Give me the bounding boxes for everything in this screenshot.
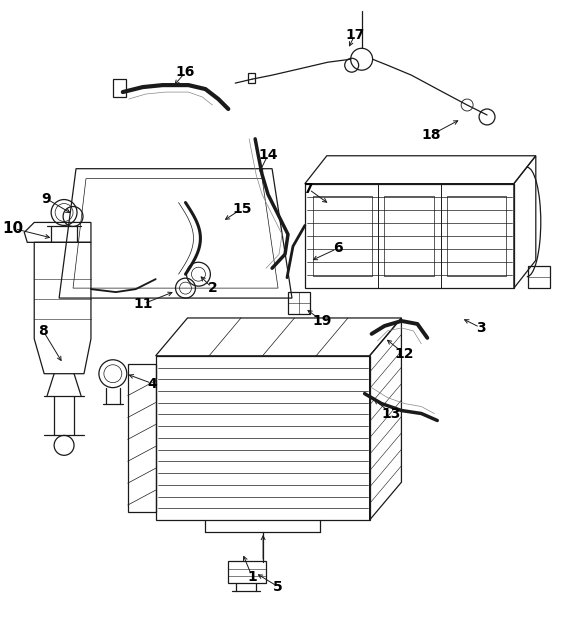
Text: 8: 8 bbox=[39, 324, 48, 338]
Text: 17: 17 bbox=[345, 28, 365, 43]
Text: 14: 14 bbox=[259, 148, 278, 162]
Text: 3: 3 bbox=[476, 321, 486, 335]
Text: 12: 12 bbox=[395, 347, 414, 361]
Text: 6: 6 bbox=[333, 241, 343, 255]
Text: 7: 7 bbox=[303, 182, 313, 195]
Text: 5: 5 bbox=[273, 580, 283, 593]
Text: 9: 9 bbox=[41, 192, 51, 205]
Text: 15: 15 bbox=[233, 202, 252, 215]
Text: 19: 19 bbox=[312, 314, 332, 328]
Text: 16: 16 bbox=[176, 65, 195, 79]
Text: 10: 10 bbox=[3, 221, 24, 236]
Text: 4: 4 bbox=[148, 377, 157, 391]
Text: 11: 11 bbox=[133, 297, 153, 311]
Text: 18: 18 bbox=[422, 128, 441, 142]
Text: 2: 2 bbox=[207, 281, 217, 295]
Text: 13: 13 bbox=[382, 406, 401, 421]
Text: 1: 1 bbox=[247, 570, 257, 583]
